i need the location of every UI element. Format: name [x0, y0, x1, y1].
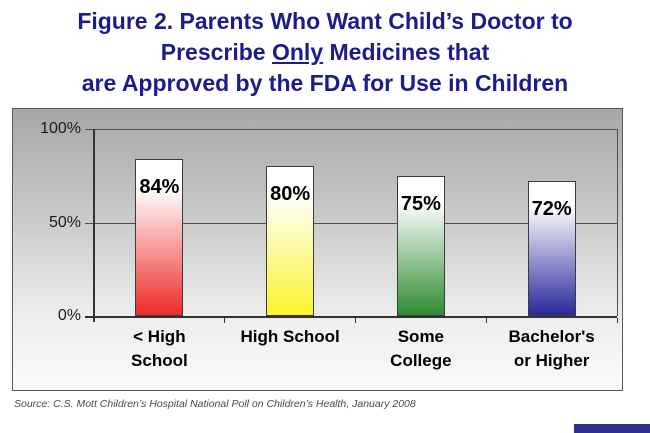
y-tick-label-0: 0%	[57, 307, 81, 324]
bar-value-label: 80%	[270, 183, 311, 206]
y-axis-line	[93, 129, 95, 322]
source-note: Source: C.S. Mott Children’s Hospital Na…	[14, 398, 416, 410]
category-labels: < High School High School Some College B…	[94, 325, 617, 373]
title-line-1: Figure 2. Parents Who Want Child’s Docto…	[77, 8, 573, 34]
x-axis-tick	[224, 318, 225, 323]
plot-right-border	[617, 129, 618, 316]
bar-some-college: 75%	[396, 175, 445, 316]
bar-less-than-high-school: 84%	[135, 158, 184, 316]
bar-bachelors-or-higher: 72%	[527, 181, 576, 316]
category-label-bachelors-or-higher: Bachelor's or Higher	[508, 327, 595, 370]
bars-container: 84% 80% 75% 72%	[94, 129, 617, 316]
y-tick-label-100: 100%	[40, 120, 81, 137]
chart-title: Figure 2. Parents Who Want Child’s Docto…	[0, 6, 650, 99]
title-line-3: are Approved by the FDA for Use in Child…	[81, 70, 569, 96]
chart-area: 100% 50% 0% 84% 80% 75% 72%	[12, 108, 623, 391]
x-axis-tick	[617, 318, 618, 323]
category-label-some-college: Some College	[390, 327, 452, 370]
title-line-2: Prescribe Only Medicines that	[160, 39, 490, 65]
gridline-50	[85, 223, 617, 224]
bar-high-school: 80%	[266, 166, 315, 316]
bar-value-label: 75%	[400, 192, 441, 215]
category-label-less-than-high-school: < High School	[131, 327, 188, 370]
x-axis-line	[85, 316, 617, 318]
x-axis-tick	[355, 318, 356, 323]
underlined-word: Only	[271, 39, 324, 65]
x-axis-tick	[486, 318, 487, 323]
bar-value-label: 72%	[531, 198, 572, 221]
gridline-100	[85, 129, 617, 130]
bar-value-label: 84%	[139, 175, 180, 198]
category-label-high-school: High School	[240, 327, 340, 346]
y-tick-label-50: 50%	[48, 214, 81, 231]
corner-logo-fragment	[574, 424, 650, 433]
